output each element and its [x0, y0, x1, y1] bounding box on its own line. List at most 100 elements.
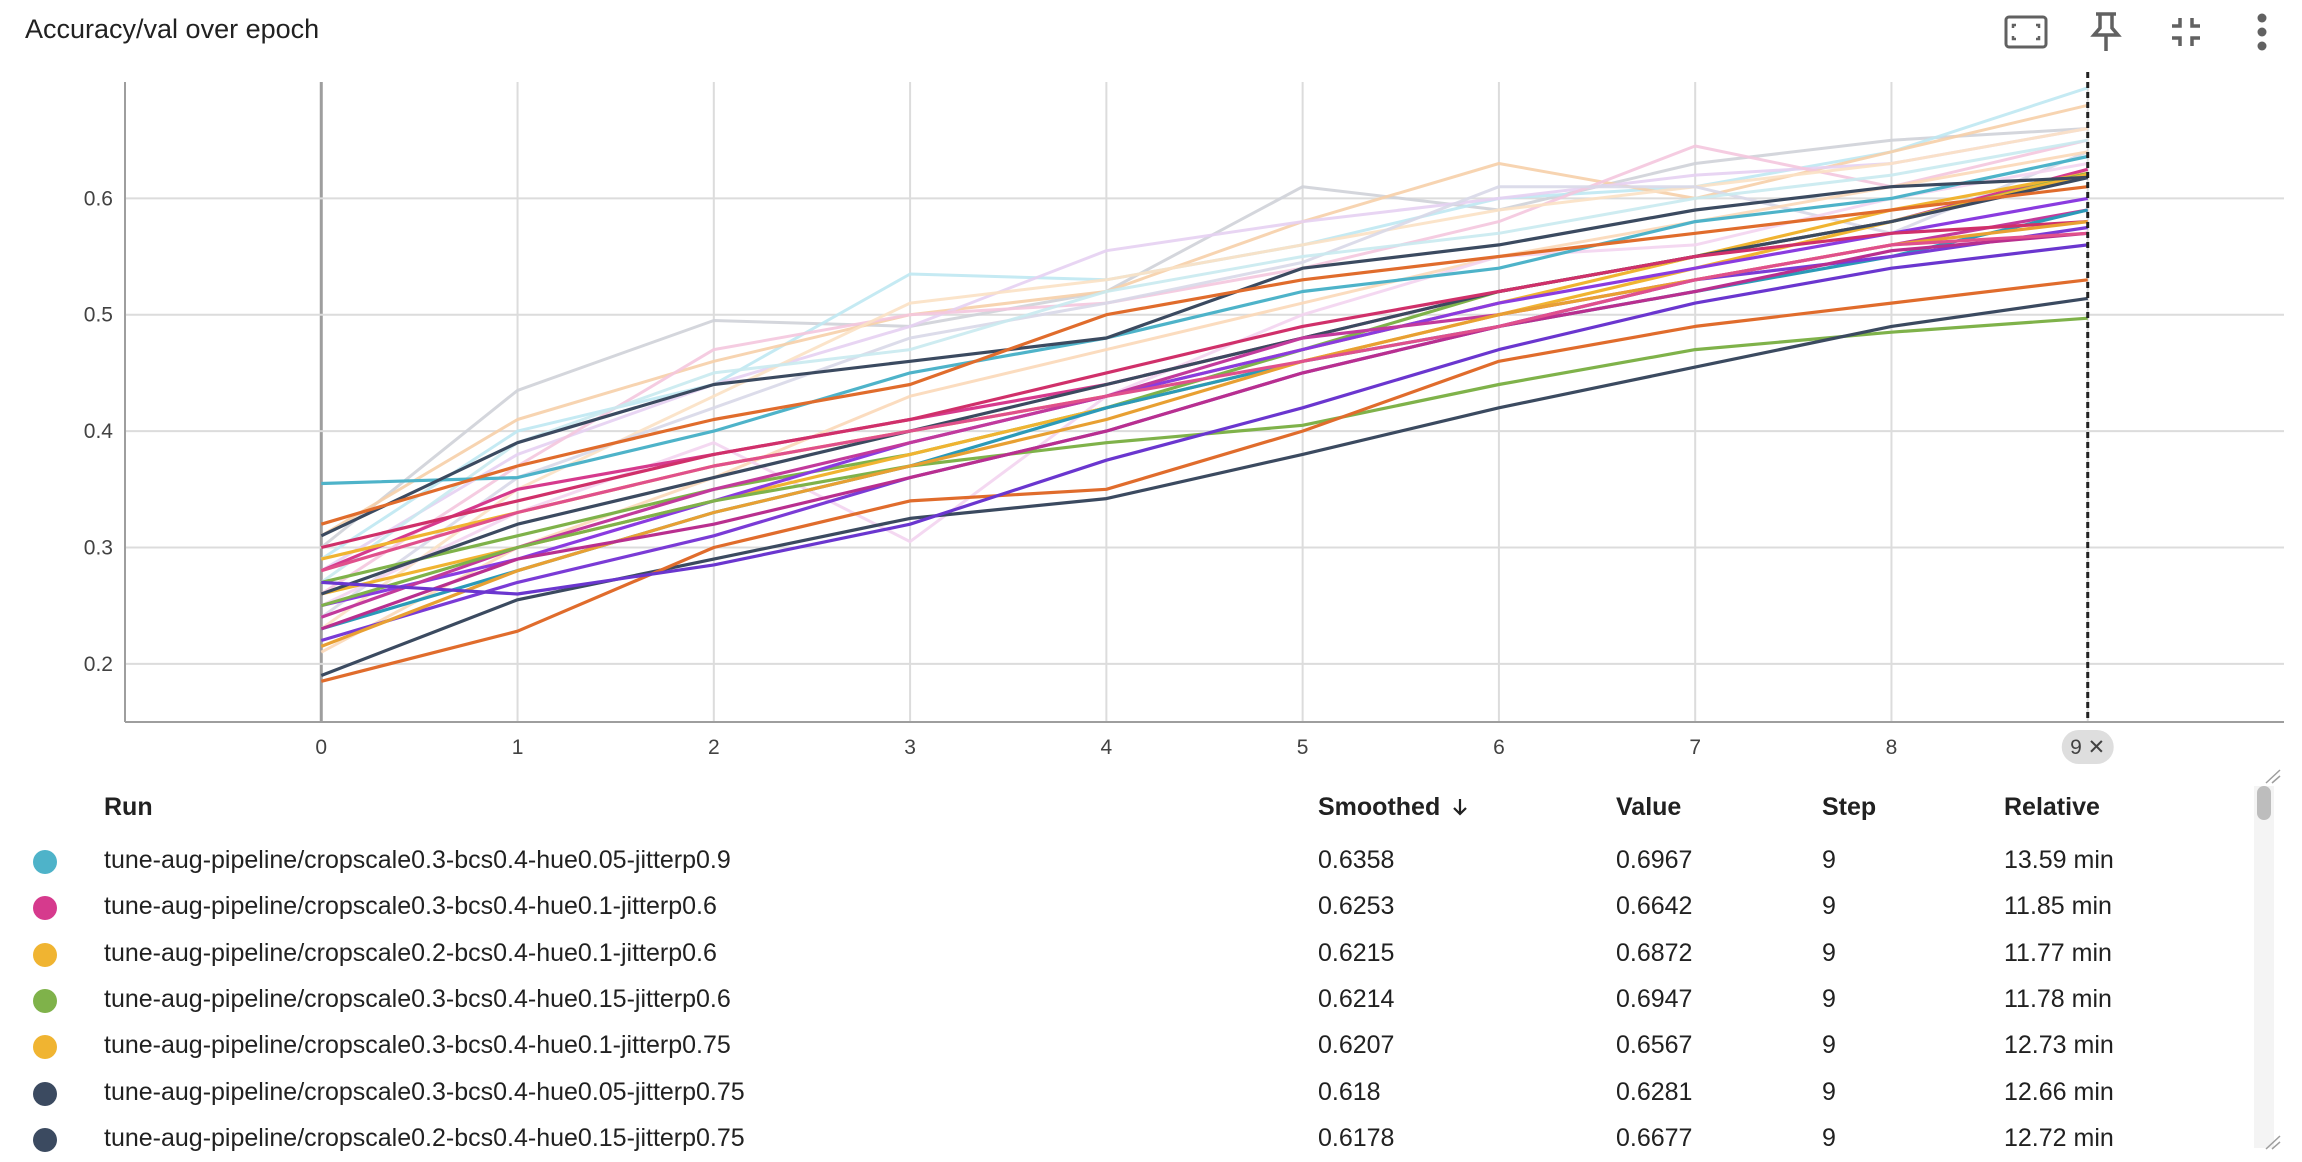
series-line — [320, 176, 2089, 596]
smoothed-value: 0.6178 — [1318, 1123, 1395, 1152]
step-value: 9 — [1822, 1077, 1836, 1106]
table-row[interactable]: tune-aug-pipeline/cropscale0.3-bcs0.4-hu… — [0, 884, 2240, 930]
raw-value: 0.6677 — [1616, 1123, 1693, 1152]
step-value: 9 — [1822, 938, 1836, 967]
pin-button[interactable] — [2082, 8, 2130, 56]
card-header: Accuracy/val over epoch — [0, 0, 2302, 70]
series-line — [320, 175, 2088, 538]
series-line — [320, 127, 2088, 572]
y-tick-label: 0.6 — [84, 187, 113, 210]
column-header-smoothed[interactable]: Smoothed — [1318, 793, 1469, 822]
smoothed-value: 0.6214 — [1318, 984, 1395, 1013]
run-name: tune-aug-pipeline/cropscale0.3-bcs0.4-hu… — [104, 984, 731, 1013]
arrow-down-icon — [1453, 799, 1467, 816]
hover-step-chip — [2061, 730, 2114, 764]
smoothed-value: 0.6358 — [1318, 846, 1395, 874]
smoothed-value: 0.6215 — [1318, 938, 1395, 967]
x-tick-label: 8 — [1886, 736, 1898, 759]
raw-value: 0.6872 — [1616, 938, 1693, 967]
step-value: 9 — [1822, 984, 1836, 1013]
relative-time: 12.66 min — [2004, 1077, 2114, 1106]
line-chart[interactable]: 0.2 0.3 0.4 0.5 0.6 0 1 2 3 4 5 6 7 8 9 ✕ — [0, 70, 2302, 770]
hover-indicator: 9 ✕ — [2061, 72, 2114, 764]
series-line — [320, 231, 2088, 631]
run-color-dot[interactable] — [33, 850, 57, 874]
y-tick-label: 0.5 — [84, 304, 113, 327]
raw-value: 0.6281 — [1616, 1077, 1693, 1106]
column-header-relative[interactable]: Relative — [2004, 793, 2100, 821]
run-name: tune-aug-pipeline/cropscale0.3-bcs0.4-hu… — [104, 1077, 745, 1106]
step-value: 9 — [1822, 846, 1836, 874]
series-line — [320, 220, 2088, 550]
series-line — [320, 138, 2088, 584]
relative-time: 12.73 min — [2004, 1031, 2114, 1060]
pin-icon — [2090, 12, 2122, 51]
more-vert-icon — [2257, 13, 2267, 51]
series-line — [320, 231, 2088, 573]
relative-time: 13.59 min — [2004, 846, 2114, 874]
series-line — [320, 127, 2088, 549]
step-value: 9 — [1822, 1031, 1836, 1060]
x-tick-label: 6 — [1493, 736, 1505, 759]
resize-handle-icon[interactable] — [2262, 768, 2282, 784]
series-line — [320, 196, 2088, 608]
x-tick-label: 0 — [315, 736, 327, 759]
series-line — [321, 243, 2088, 596]
relative-time: 12.72 min — [2004, 1123, 2114, 1152]
x-tick-label: 5 — [1297, 736, 1309, 759]
table-row[interactable]: tune-aug-pipeline/cropscale0.3-bcs0.4-hu… — [0, 838, 2240, 884]
run-name: tune-aug-pipeline/cropscale0.2-bcs0.4-hu… — [104, 1123, 745, 1152]
series-line — [320, 103, 2089, 538]
run-name: tune-aug-pipeline/cropscale0.2-bcs0.4-hu… — [104, 938, 717, 967]
run-color-dot[interactable] — [33, 1127, 57, 1152]
x-tick-label: 4 — [1101, 736, 1113, 759]
run-color-dot[interactable] — [33, 1081, 57, 1106]
smoothed-value: 0.618 — [1318, 1077, 1381, 1106]
run-color-dot[interactable] — [33, 896, 57, 921]
step-value: 9 — [1822, 892, 1836, 921]
collapse-button[interactable] — [2162, 8, 2210, 56]
table-row[interactable]: tune-aug-pipeline/cropscale0.2-bcs0.4-hu… — [0, 931, 2240, 977]
resize-handle-icon[interactable] — [2262, 1134, 2282, 1150]
relative-time: 11.78 min — [2004, 984, 2112, 1013]
step-value: 9 — [1822, 1123, 1836, 1152]
raw-value: 0.6567 — [1616, 1031, 1693, 1060]
fit-to-domain-button[interactable] — [2002, 8, 2050, 56]
table-row[interactable]: tune-aug-pipeline/cropscale0.3-bcs0.4-hu… — [0, 1070, 2240, 1116]
run-name: tune-aug-pipeline/cropscale0.3-bcs0.4-hu… — [104, 1031, 731, 1060]
series-line — [320, 278, 2088, 683]
table-scrollbar[interactable] — [2254, 786, 2274, 1148]
run-color-dot[interactable] — [33, 988, 57, 1013]
table-scrollbar-thumb[interactable] — [2257, 786, 2271, 820]
chart-series — [320, 86, 2089, 683]
x-tick-label: 2 — [708, 736, 720, 759]
table-row[interactable]: tune-aug-pipeline/cropscale0.2-bcs0.4-hu… — [0, 1116, 2240, 1162]
smoothed-value: 0.6207 — [1318, 1031, 1395, 1060]
column-header-step[interactable]: Step — [1822, 793, 1877, 821]
more-options-button[interactable] — [2238, 8, 2286, 56]
y-tick-label: 0.4 — [84, 420, 114, 443]
raw-value: 0.6967 — [1616, 846, 1693, 874]
series-line — [321, 154, 2089, 486]
column-header-run[interactable]: Run — [104, 793, 153, 821]
x-tick-label: 1 — [512, 736, 524, 759]
column-header-value[interactable]: Value — [1616, 793, 1682, 821]
run-name: tune-aug-pipeline/cropscale0.3-bcs0.4-hu… — [104, 892, 717, 921]
run-name: tune-aug-pipeline/cropscale0.3-bcs0.4-hu… — [104, 846, 731, 874]
chart-axes: 0.2 0.3 0.4 0.5 0.6 0 1 2 3 4 5 6 7 8 — [84, 82, 2284, 759]
series-line — [320, 167, 2089, 573]
hover-step-label: 9 ✕ — [2070, 736, 2105, 759]
y-tick-label: 0.3 — [84, 536, 113, 559]
run-color-dot[interactable] — [33, 1035, 57, 1060]
table-row[interactable]: tune-aug-pipeline/cropscale0.3-bcs0.4-hu… — [0, 977, 2240, 1023]
column-header-smoothed-label: Smoothed — [1318, 793, 1441, 821]
relative-time: 11.77 min — [2004, 938, 2112, 967]
table-row[interactable]: tune-aug-pipeline/cropscale0.3-bcs0.4-hu… — [0, 1023, 2240, 1069]
raw-value: 0.6642 — [1616, 892, 1693, 921]
fit-to-domain-icon — [2004, 15, 2048, 49]
smoothed-value: 0.6253 — [1318, 892, 1395, 921]
x-tick-label: 3 — [904, 736, 916, 759]
relative-time: 11.85 min — [2004, 892, 2112, 921]
series-line — [320, 185, 2088, 526]
run-color-dot[interactable] — [33, 942, 57, 967]
